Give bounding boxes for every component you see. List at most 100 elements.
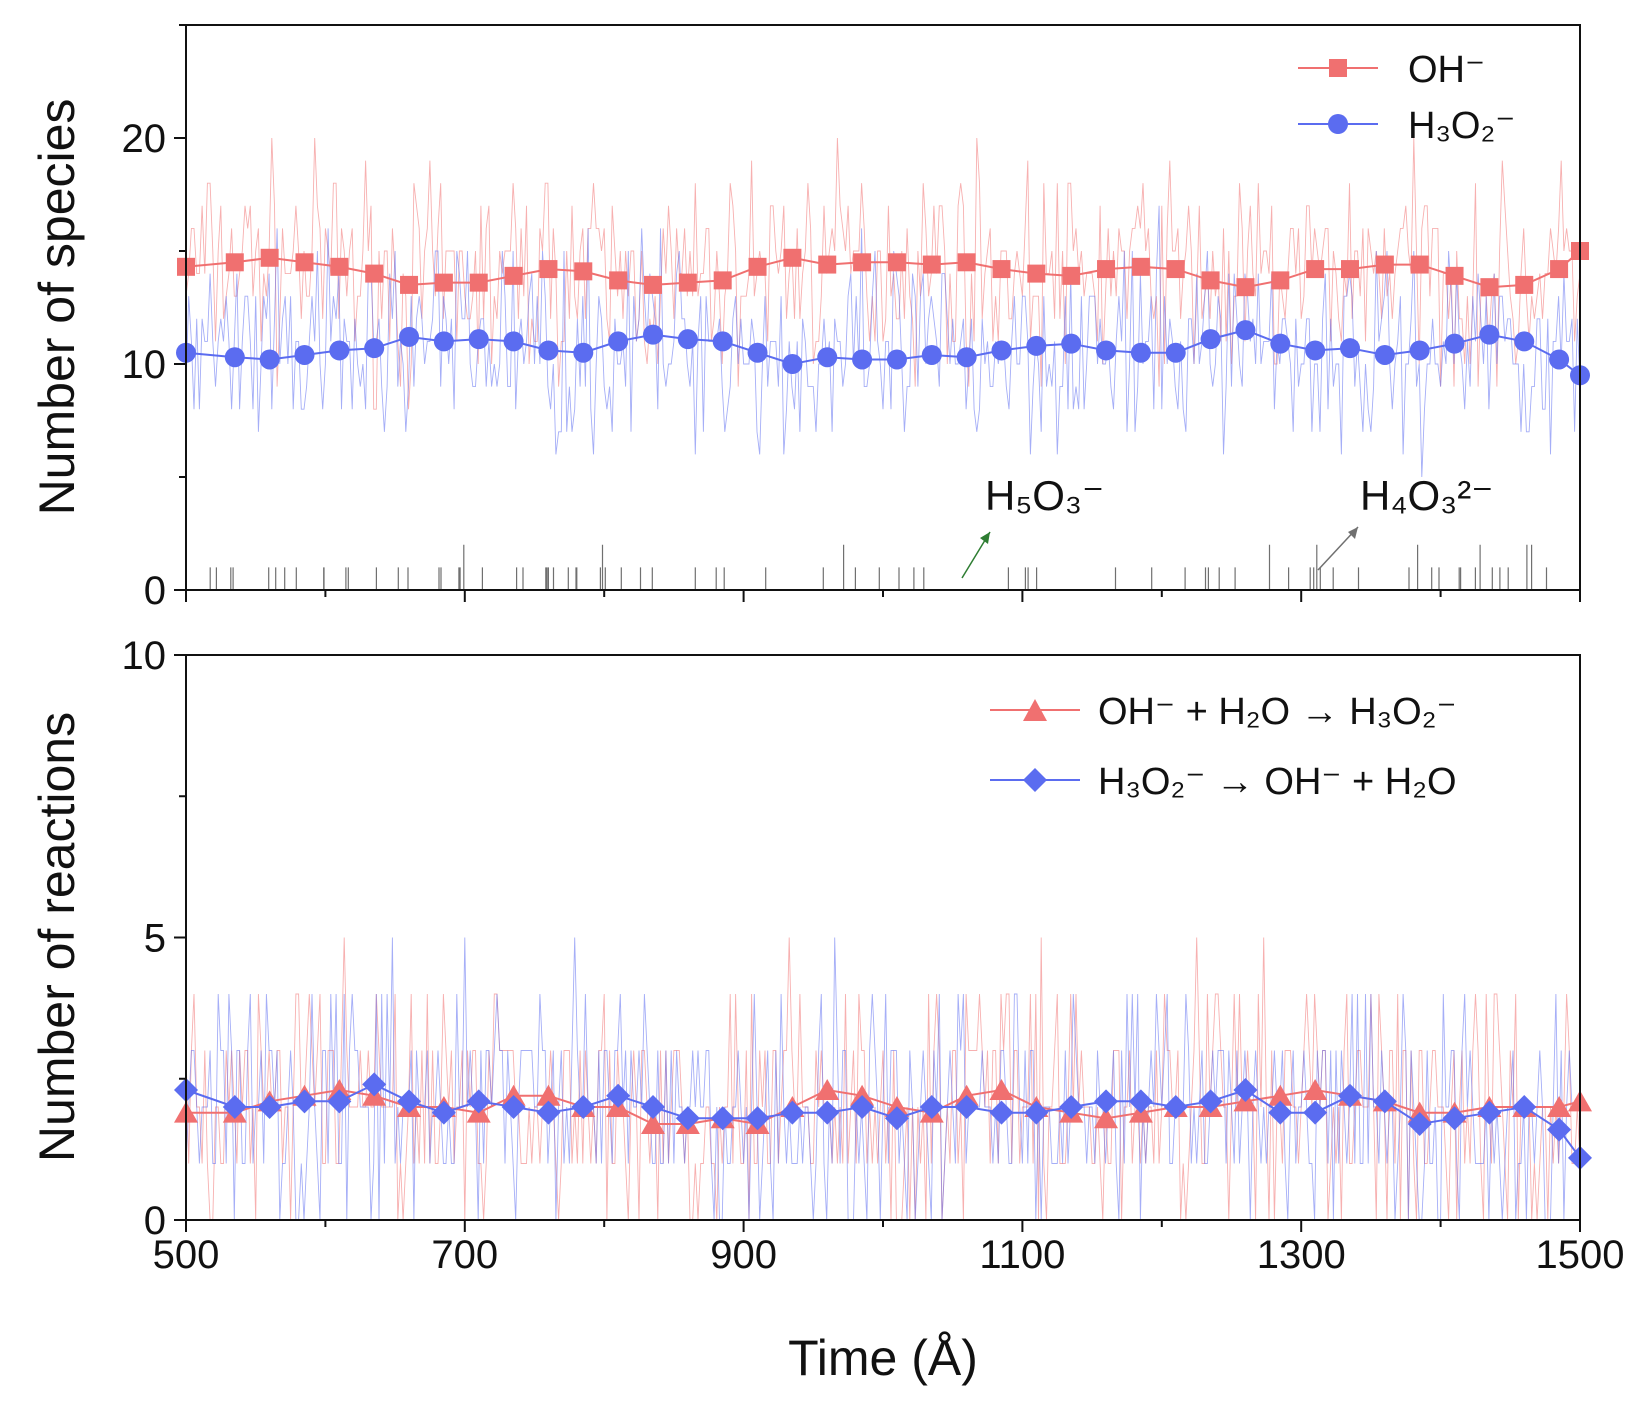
data-point-triangle — [1303, 1079, 1328, 1101]
data-point-circle — [1235, 320, 1256, 341]
data-point-square — [1062, 266, 1081, 285]
data-point-diamond — [397, 1089, 422, 1114]
data-point-circle — [1061, 333, 1082, 354]
data-point-square — [1097, 260, 1116, 279]
data-point-square — [1201, 271, 1220, 290]
legend-label-h3o2: H₃O₂⁻ — [1408, 105, 1515, 147]
data-point-diamond — [536, 1100, 561, 1125]
data-point-circle — [956, 347, 977, 368]
data-point-diamond — [815, 1100, 840, 1125]
legend-label-reverse: H₃O₂⁻ → OH⁻ + H₂O — [1098, 761, 1457, 803]
arrow-head-h4o3 — [1348, 527, 1358, 539]
data-point-circle — [503, 331, 524, 352]
data-point-diamond — [1059, 1095, 1084, 1119]
data-point-square — [1340, 260, 1359, 279]
data-point-triangle — [536, 1084, 561, 1106]
data-point-diamond — [1024, 1100, 1049, 1125]
data-point-diamond — [1094, 1089, 1119, 1114]
y-tick-label: 10 — [122, 634, 167, 678]
data-point-diamond — [1128, 1089, 1153, 1114]
data-point-circle — [538, 340, 559, 361]
x-tick-label: 900 — [710, 1233, 777, 1277]
data-point-circle — [294, 344, 315, 365]
data-point-circle — [886, 349, 907, 370]
data-point-diamond — [884, 1106, 909, 1131]
species-series-layer — [176, 242, 1590, 386]
data-point-diamond — [1407, 1111, 1432, 1136]
data-point-triangle — [815, 1079, 840, 1101]
data-point-diamond — [257, 1095, 282, 1119]
data-point-square — [539, 260, 558, 279]
data-point-square — [1306, 260, 1325, 279]
species-y-ticks: 0 10 20 — [122, 24, 186, 613]
reactions-y-axis-title: Number of reactions — [29, 712, 85, 1162]
data-point-circle — [364, 338, 385, 359]
reactions-noise-layer — [185, 937, 1581, 1221]
data-point-circle — [642, 324, 663, 345]
data-point-diamond — [1268, 1100, 1293, 1125]
data-point-diamond — [640, 1095, 665, 1119]
data-point-diamond — [606, 1083, 631, 1108]
data-point-diamond — [1198, 1089, 1223, 1114]
data-point-diamond — [1512, 1095, 1537, 1119]
data-point-diamond — [1442, 1106, 1467, 1131]
x-tick-label: 1300 — [1257, 1233, 1346, 1277]
arrow-head-h5o3 — [980, 532, 990, 544]
data-point-square — [957, 253, 976, 272]
reactions-panel: 0 5 10 500 700 900 1100 1300 1500 Number of rea… — [29, 634, 1624, 1277]
x-tick-label: 1100 — [979, 1233, 1065, 1277]
reactions-legend: OH⁻ + H₂O → H₃O₂⁻ H₃O₂⁻ → OH⁻ + H₂O — [990, 691, 1457, 803]
data-point-diamond — [989, 1100, 1014, 1125]
data-point-triangle — [1268, 1084, 1293, 1106]
species-legend: OH⁻ H₃O₂⁻ — [1298, 49, 1515, 147]
data-point-square — [783, 248, 802, 267]
data-point-square — [1515, 275, 1534, 294]
data-point-triangle — [989, 1079, 1014, 1101]
data-point-square — [225, 253, 244, 272]
data-point-diamond — [1477, 1100, 1502, 1125]
data-point-circle — [433, 331, 454, 352]
data-point-circle — [399, 326, 420, 347]
data-point-square — [1131, 257, 1150, 276]
data-point-circle — [224, 347, 245, 368]
data-point-square — [1375, 255, 1394, 274]
data-point-diamond — [466, 1089, 491, 1114]
data-point-square — [748, 257, 767, 276]
data-point-square — [330, 257, 349, 276]
species-y-axis-title: Number of species — [29, 99, 85, 516]
data-point-square — [609, 271, 628, 290]
raw-trace-0 — [185, 937, 1581, 1221]
data-point-circle — [1165, 342, 1186, 363]
x-tick-label: 700 — [431, 1233, 498, 1277]
data-point-square — [678, 273, 697, 292]
data-point-diamond — [222, 1095, 247, 1119]
data-point-diamond — [1163, 1095, 1188, 1119]
species-zero-lines — [186, 544, 1580, 591]
data-point-square — [1166, 260, 1185, 279]
data-point-circle — [1200, 329, 1221, 350]
data-point-square — [818, 255, 837, 274]
data-point-circle — [1339, 338, 1360, 359]
raw-trace-1 — [185, 937, 1580, 1221]
data-point-circle — [573, 342, 594, 363]
data-point-circle — [852, 349, 873, 370]
legend-label-forward: OH⁻ + H₂O → H₃O₂⁻ — [1098, 691, 1457, 733]
data-point-circle — [991, 340, 1012, 361]
data-point-square — [434, 273, 453, 292]
data-point-circle — [1374, 344, 1395, 365]
data-point-square — [469, 273, 488, 292]
raw-trace-1 — [185, 205, 1581, 478]
data-point-diamond — [710, 1106, 735, 1131]
y-tick-label: 20 — [122, 117, 167, 161]
data-point-circle — [1305, 340, 1326, 361]
data-point-square — [400, 275, 419, 294]
data-point-square — [887, 253, 906, 272]
data-point-circle — [782, 354, 803, 374]
data-point-square — [853, 253, 872, 272]
data-point-square — [922, 255, 941, 274]
data-point-square — [1410, 255, 1429, 274]
data-point-triangle — [1094, 1107, 1119, 1129]
data-point-diamond — [675, 1106, 700, 1131]
legend-marker-square — [1329, 59, 1347, 77]
data-point-circle — [1026, 335, 1047, 356]
